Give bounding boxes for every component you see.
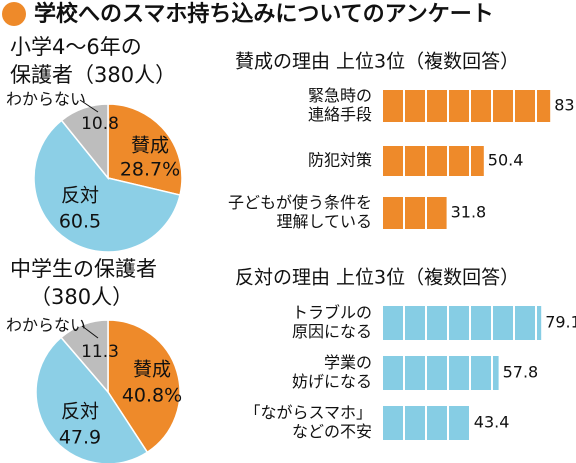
bar-title: 賛成の理由 上位3位（複数回答）	[235, 51, 519, 73]
pie-title: （380人）	[30, 285, 133, 309]
bar-value: 79.1	[545, 313, 576, 332]
pie-title: 小学4～6年の	[10, 35, 142, 59]
bar-value: 50.4	[488, 151, 524, 170]
pie-title: 保護者（380人）	[10, 63, 176, 87]
bar-category: などの不安	[292, 422, 372, 441]
pie-slice	[60, 319, 109, 395]
bar-value: 31.8	[451, 203, 487, 222]
bar	[383, 197, 447, 229]
bar	[383, 406, 470, 440]
bar-category: 緊急時の	[308, 86, 372, 105]
bar-category: 原因になる	[292, 322, 372, 341]
slice-value: 28.7%	[120, 159, 180, 181]
bar-category: 「ながらスマホ」	[244, 403, 372, 422]
pie-slice	[33, 119, 181, 253]
slice-label: わからない	[6, 316, 86, 335]
slice-value: 10.8	[81, 114, 119, 134]
slice-value: 47.9	[59, 427, 101, 449]
pie-slice	[35, 336, 149, 463]
slice-value: 11.3	[81, 342, 119, 362]
slice-label: 反対	[61, 185, 99, 207]
bar-value: 57.8	[503, 363, 539, 382]
slice-value: 60.5	[59, 211, 101, 233]
bar	[383, 90, 551, 122]
main-title: 学校へのスマホ持ち込みについてのアンケート	[34, 1, 494, 27]
bar-category: 子どもが使う条件を	[228, 193, 372, 212]
bar-title: 反対の理由 上位3位（複数回答）	[235, 267, 519, 289]
slice-value: 40.8%	[122, 385, 182, 407]
bar-category: 防犯対策	[308, 151, 372, 170]
pie-slice	[107, 103, 183, 196]
bar-category: 学業の	[324, 353, 372, 372]
icon	[2, 2, 26, 26]
bar-value: 83.6	[554, 96, 576, 115]
bar-category: 妨げになる	[292, 372, 372, 391]
bar-category: トラブルの	[292, 303, 372, 322]
bar	[383, 146, 484, 176]
slice-label: 賛成	[131, 135, 169, 157]
slice-label: わからない	[6, 90, 86, 109]
slice-label: 反対	[61, 401, 99, 423]
pie-title: 中学生の保護者	[10, 257, 157, 281]
slice-label: 賛成	[133, 359, 171, 381]
bar-category: 理解している	[276, 212, 372, 231]
leader-line	[81, 325, 99, 339]
bar	[383, 306, 542, 340]
bar	[383, 356, 499, 390]
pie-slice	[60, 103, 109, 181]
bar-category: 連絡手段	[308, 105, 372, 124]
bar-value: 43.4	[474, 413, 510, 432]
leader-line	[79, 99, 99, 113]
